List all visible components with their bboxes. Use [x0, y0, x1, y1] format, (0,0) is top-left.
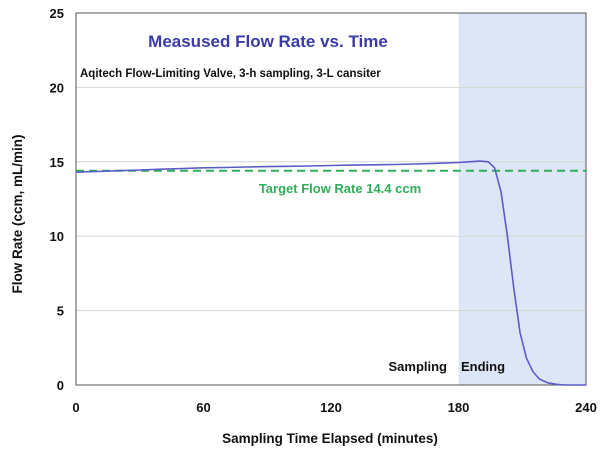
y-tick-label: 15 [50, 155, 64, 170]
sampling-region-label: Sampling [388, 359, 447, 374]
y-tick-label: 20 [50, 80, 64, 95]
shaded-ending-region [458, 13, 586, 385]
x-tick-label: 120 [320, 400, 342, 415]
ending-region-label: Ending [461, 359, 505, 374]
plot-area-border [75, 12, 587, 386]
x-axis-label: Sampling Time Elapsed (minutes) [222, 431, 438, 446]
y-axis-label: Flow Rate (ccm, mL/min) [10, 134, 25, 293]
chart-title: Measused Flow Rate vs. Time [148, 32, 388, 51]
x-tick-label: 180 [448, 400, 470, 415]
x-tick-label: 0 [72, 400, 79, 415]
y-tick-label: 0 [57, 378, 64, 393]
target-flow-label: Target Flow Rate 14.4 ccm [259, 181, 421, 196]
y-tick-label: 5 [57, 304, 64, 319]
flow-rate-series-line [75, 160, 586, 386]
y-tick-label: 25 [50, 6, 64, 21]
x-tick-labels: 0 60 120 180 240 [72, 400, 596, 415]
y-tick-label: 10 [50, 229, 64, 244]
x-tick-label: 60 [196, 400, 210, 415]
y-tick-labels: 0 5 10 15 20 25 [50, 6, 64, 393]
x-tick-label: 240 [575, 400, 597, 415]
chart-subtitle: Aqitech Flow-Limiting Valve, 3-h samplin… [80, 68, 381, 80]
gridlines [76, 86, 586, 312]
